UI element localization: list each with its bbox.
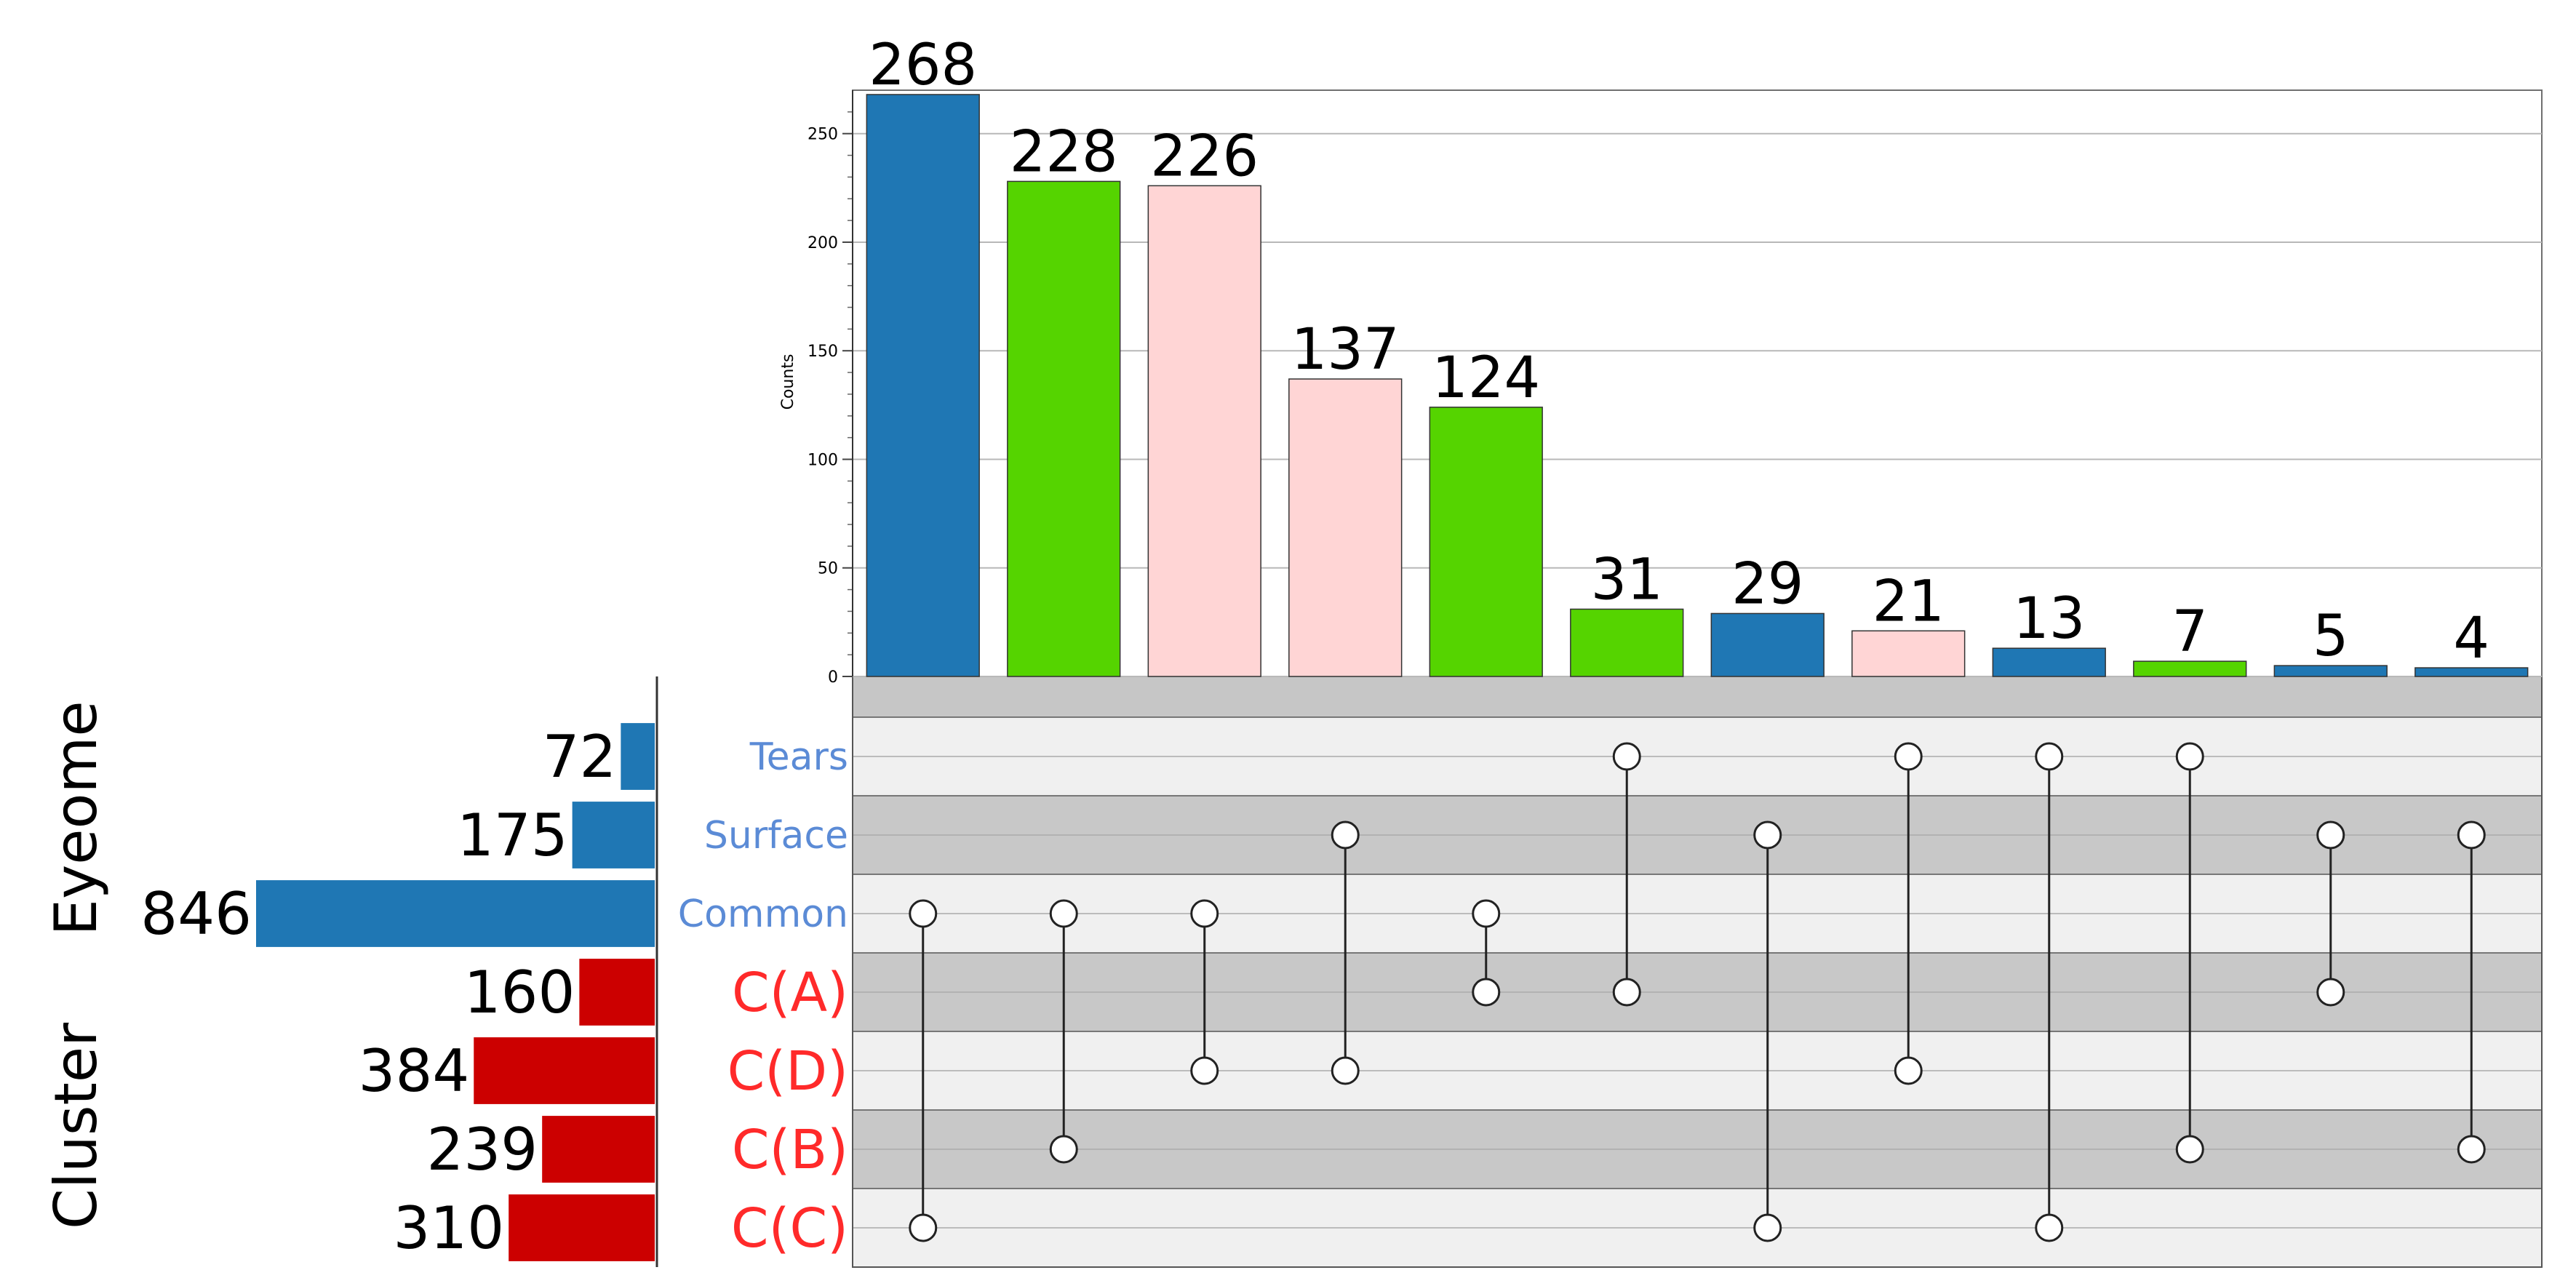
set-name-label: Surface <box>704 814 848 858</box>
membership-dot <box>1753 1213 1782 1242</box>
y-tick-label: 0 <box>828 668 838 687</box>
y-tick-label: 50 <box>818 560 838 578</box>
set-size-value: 310 <box>393 1194 504 1262</box>
bar-value-label: 124 <box>1432 346 1540 411</box>
membership-dot <box>1472 978 1501 1007</box>
set-size-bar-c-c <box>509 1194 655 1261</box>
y-tick-label: 150 <box>808 343 838 361</box>
intersection-bar-11 <box>2273 665 2388 677</box>
set-size-value: 175 <box>457 802 568 869</box>
set-size-value: 160 <box>464 959 575 1026</box>
membership-dot <box>2035 742 2064 771</box>
intersection-bar-12 <box>2414 667 2529 677</box>
membership-dot <box>2035 1213 2064 1242</box>
y-tick-label: 200 <box>808 234 838 252</box>
intersection-bar-6 <box>1570 608 1684 677</box>
intersection-bar-3 <box>1147 185 1261 677</box>
intersection-bar-1 <box>866 94 980 677</box>
group-label-eyeome: Eyeome <box>42 700 110 935</box>
intersection-bar-4 <box>1288 378 1403 677</box>
set-size-bar-c-a <box>579 959 655 1026</box>
group-label-cluster: Cluster <box>42 1023 110 1229</box>
membership-dot <box>1049 899 1078 928</box>
bar-value-label: 31 <box>1591 547 1663 612</box>
membership-dot <box>2316 820 2345 850</box>
bar-value-label: 226 <box>1150 124 1259 189</box>
set-name-label: Tears <box>749 735 848 779</box>
set-size-value: 384 <box>359 1037 470 1105</box>
membership-dot <box>1472 899 1501 928</box>
membership-dot <box>1612 978 1641 1007</box>
membership-dot <box>909 899 938 928</box>
intersection-bar-2 <box>1007 180 1121 677</box>
membership-dot <box>1049 1135 1078 1164</box>
y-axis-label: Counts <box>779 354 797 410</box>
set-name-label: C(D) <box>727 1040 848 1103</box>
membership-dot <box>1331 820 1360 850</box>
membership-dot <box>909 1213 938 1242</box>
bar-value-label: 7 <box>2172 599 2208 665</box>
membership-dot <box>1612 742 1641 771</box>
set-size-bar-tears <box>621 723 655 790</box>
intersection-bar-10 <box>2133 660 2247 677</box>
membership-dot <box>2175 742 2204 771</box>
set-size-bar-c-b <box>542 1116 655 1183</box>
membership-dot <box>1753 820 1782 850</box>
matrix-header-band <box>853 676 2542 717</box>
bar-value-label: 5 <box>2313 604 2349 669</box>
bar-value-label: 13 <box>2013 586 2085 652</box>
plot-area <box>852 89 2543 677</box>
membership-dot <box>2457 1135 2486 1164</box>
set-name-label: C(C) <box>731 1197 848 1260</box>
y-tick-label: 250 <box>808 126 838 144</box>
intersection-bar-5 <box>1429 407 1543 677</box>
intersection-bar-9 <box>1992 647 2106 677</box>
intersection-bar-8 <box>1851 630 1966 677</box>
intersection-bar-7 <box>1710 612 1825 677</box>
set-size-value: 239 <box>426 1116 538 1183</box>
bar-value-label: 137 <box>1291 317 1400 383</box>
set-size-bar-surface <box>572 802 655 868</box>
bar-value-label: 29 <box>1731 551 1803 617</box>
set-size-bar-c-d <box>474 1037 655 1104</box>
bar-value-label: 4 <box>2453 606 2489 671</box>
membership-dot <box>1894 742 1923 771</box>
set-name-label: C(B) <box>732 1119 848 1181</box>
membership-dot <box>2175 1135 2204 1164</box>
membership-dot <box>2457 820 2486 850</box>
membership-dot <box>1190 1056 1219 1085</box>
set-size-value: 72 <box>543 723 617 791</box>
y-tick-label: 100 <box>808 451 838 469</box>
set-name-label: C(A) <box>732 962 848 1024</box>
set-name-label: Common <box>678 892 848 936</box>
bar-value-label: 21 <box>1873 569 1945 634</box>
membership-dot <box>2316 978 2345 1007</box>
set-size-value: 846 <box>140 880 252 948</box>
membership-dot <box>1331 1056 1360 1085</box>
set-size-bars: 72 Tears 175 Surface 846 Common 160 C(A) 384 C(D)… <box>140 676 848 1267</box>
bar-value-label: 228 <box>1010 119 1118 185</box>
intersection-matrix <box>852 676 2543 1268</box>
membership-dot <box>1894 1056 1923 1085</box>
set-size-bar-common <box>256 880 655 947</box>
bar-value-label: 268 <box>869 33 977 98</box>
membership-dot <box>1190 899 1219 928</box>
